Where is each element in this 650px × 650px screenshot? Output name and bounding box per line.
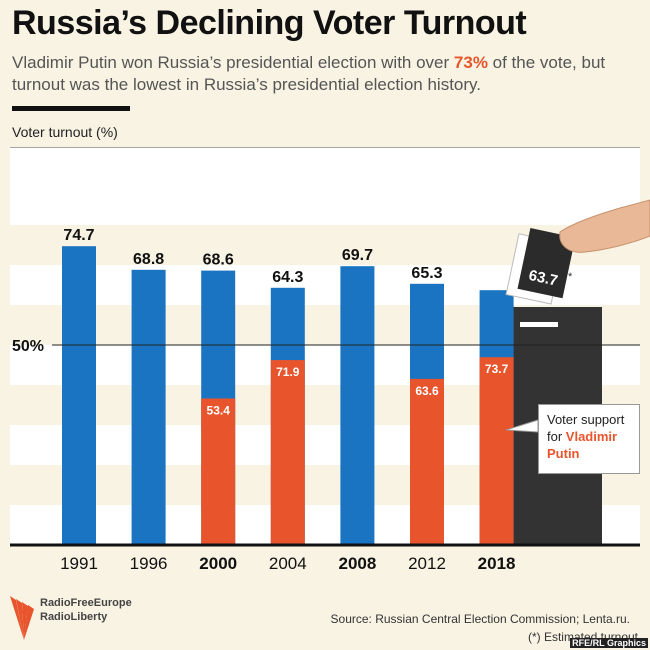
support-data-label: 73.7: [485, 362, 509, 376]
rferl-logo-icon: [10, 596, 34, 640]
x-tick-label: 2004: [269, 554, 307, 573]
callout-line-1: Voter support: [547, 412, 625, 427]
turnout-bar: [62, 246, 96, 545]
turnout-data-label: 69.7: [342, 247, 373, 264]
logo-flame-ray: [16, 599, 24, 640]
ballot-card-group: 63.7: [505, 228, 576, 305]
logo-flame-ray: [22, 602, 28, 640]
logo-flame-ray: [24, 605, 34, 640]
putin-support-bar: [410, 378, 444, 545]
support-data-label: 53.4: [207, 403, 231, 417]
grid-band: [10, 148, 640, 188]
ballot-value-label: 63.7: [527, 267, 559, 290]
chart-title: Russia’s Declining Voter Turnout: [12, 4, 527, 42]
putin-support-bar: [270, 360, 305, 545]
callout-line-2: for: [547, 429, 566, 444]
hand-illustration: [559, 199, 650, 253]
subtitle-text-1: Vladimir Putin won Russia’s presidential…: [12, 53, 454, 72]
logo-flame-ray: [10, 596, 24, 640]
turnout-bar: [340, 266, 375, 545]
subtitle-text-2: of the vote, but turnout was the lowest …: [12, 53, 606, 94]
logo-line-2: RadioLiberty: [40, 611, 108, 623]
ballot-slot: [520, 322, 558, 327]
grid-band: [10, 185, 640, 225]
turnout-data-label: 65.3: [411, 265, 442, 282]
ballot-card: [517, 228, 576, 299]
ballot-note-mark: *: [568, 271, 573, 283]
subtitle-highlight: 73%: [453, 53, 488, 72]
x-tick-label: 2012: [408, 554, 446, 573]
putin-support-bar: [479, 357, 514, 545]
logo-line-1: RadioFreeEurope: [40, 597, 132, 609]
turnout-bar: [131, 269, 166, 545]
graphics-credit: RFE/RL Graphics: [570, 638, 648, 648]
y-axis-label: Voter turnout (%): [12, 124, 118, 140]
putin-support-callout: Voter support for Vladimir Putin: [538, 404, 640, 474]
turnout-data-label: 68.6: [203, 252, 234, 269]
source-note: Source: Russian Central Election Commiss…: [330, 612, 630, 626]
support-data-label: 71.9: [276, 365, 300, 379]
putin-support-bar: [201, 398, 236, 545]
callout-name: Vladimir Putin: [547, 429, 618, 461]
support-data-label: 63.6: [415, 384, 439, 398]
x-tick-label: 2008: [338, 554, 376, 573]
x-tick-label: 1991: [60, 554, 98, 573]
turnout-data-label: 64.3: [272, 269, 303, 286]
reference-line-label: 50%: [12, 338, 44, 355]
chart-subtitle: Vladimir Putin won Russia’s presidential…: [12, 52, 642, 96]
title-rule: [12, 106, 130, 111]
turnout-data-label: 74.7: [63, 227, 94, 244]
x-tick-label: 2000: [199, 554, 237, 573]
turnout-data-label: 68.8: [133, 251, 164, 268]
rferl-logo-text: RadioFreeEurope RadioLiberty: [40, 596, 132, 624]
x-tick-label: 2018: [478, 554, 516, 573]
x-tick-label: 1996: [130, 554, 168, 573]
